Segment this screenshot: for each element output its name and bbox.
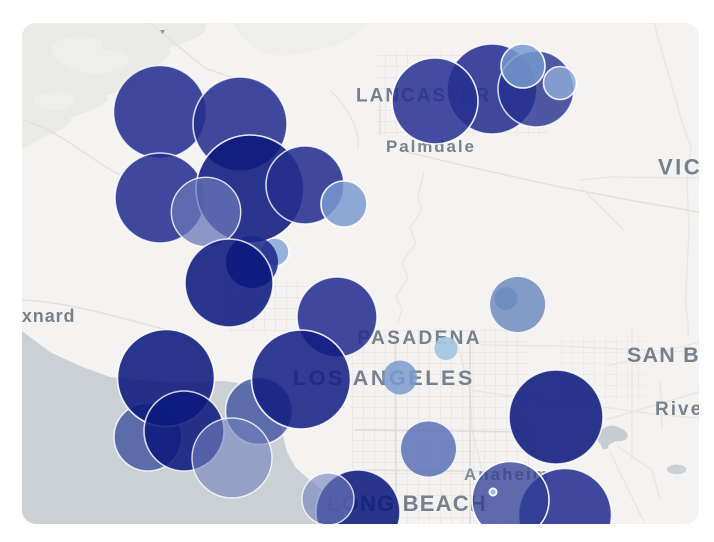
svg-text:VICTORVILLE: VICTORVILLE	[658, 155, 699, 180]
svg-text:Oxnard: Oxnard	[22, 306, 75, 326]
svg-text:Palmdale: Palmdale	[386, 137, 476, 156]
svg-text:Riverside: Riverside	[655, 399, 699, 420]
svg-text:PASADENA: PASADENA	[358, 328, 482, 349]
svg-text:SAN BERNARDINO: SAN BERNARDINO	[627, 343, 699, 367]
